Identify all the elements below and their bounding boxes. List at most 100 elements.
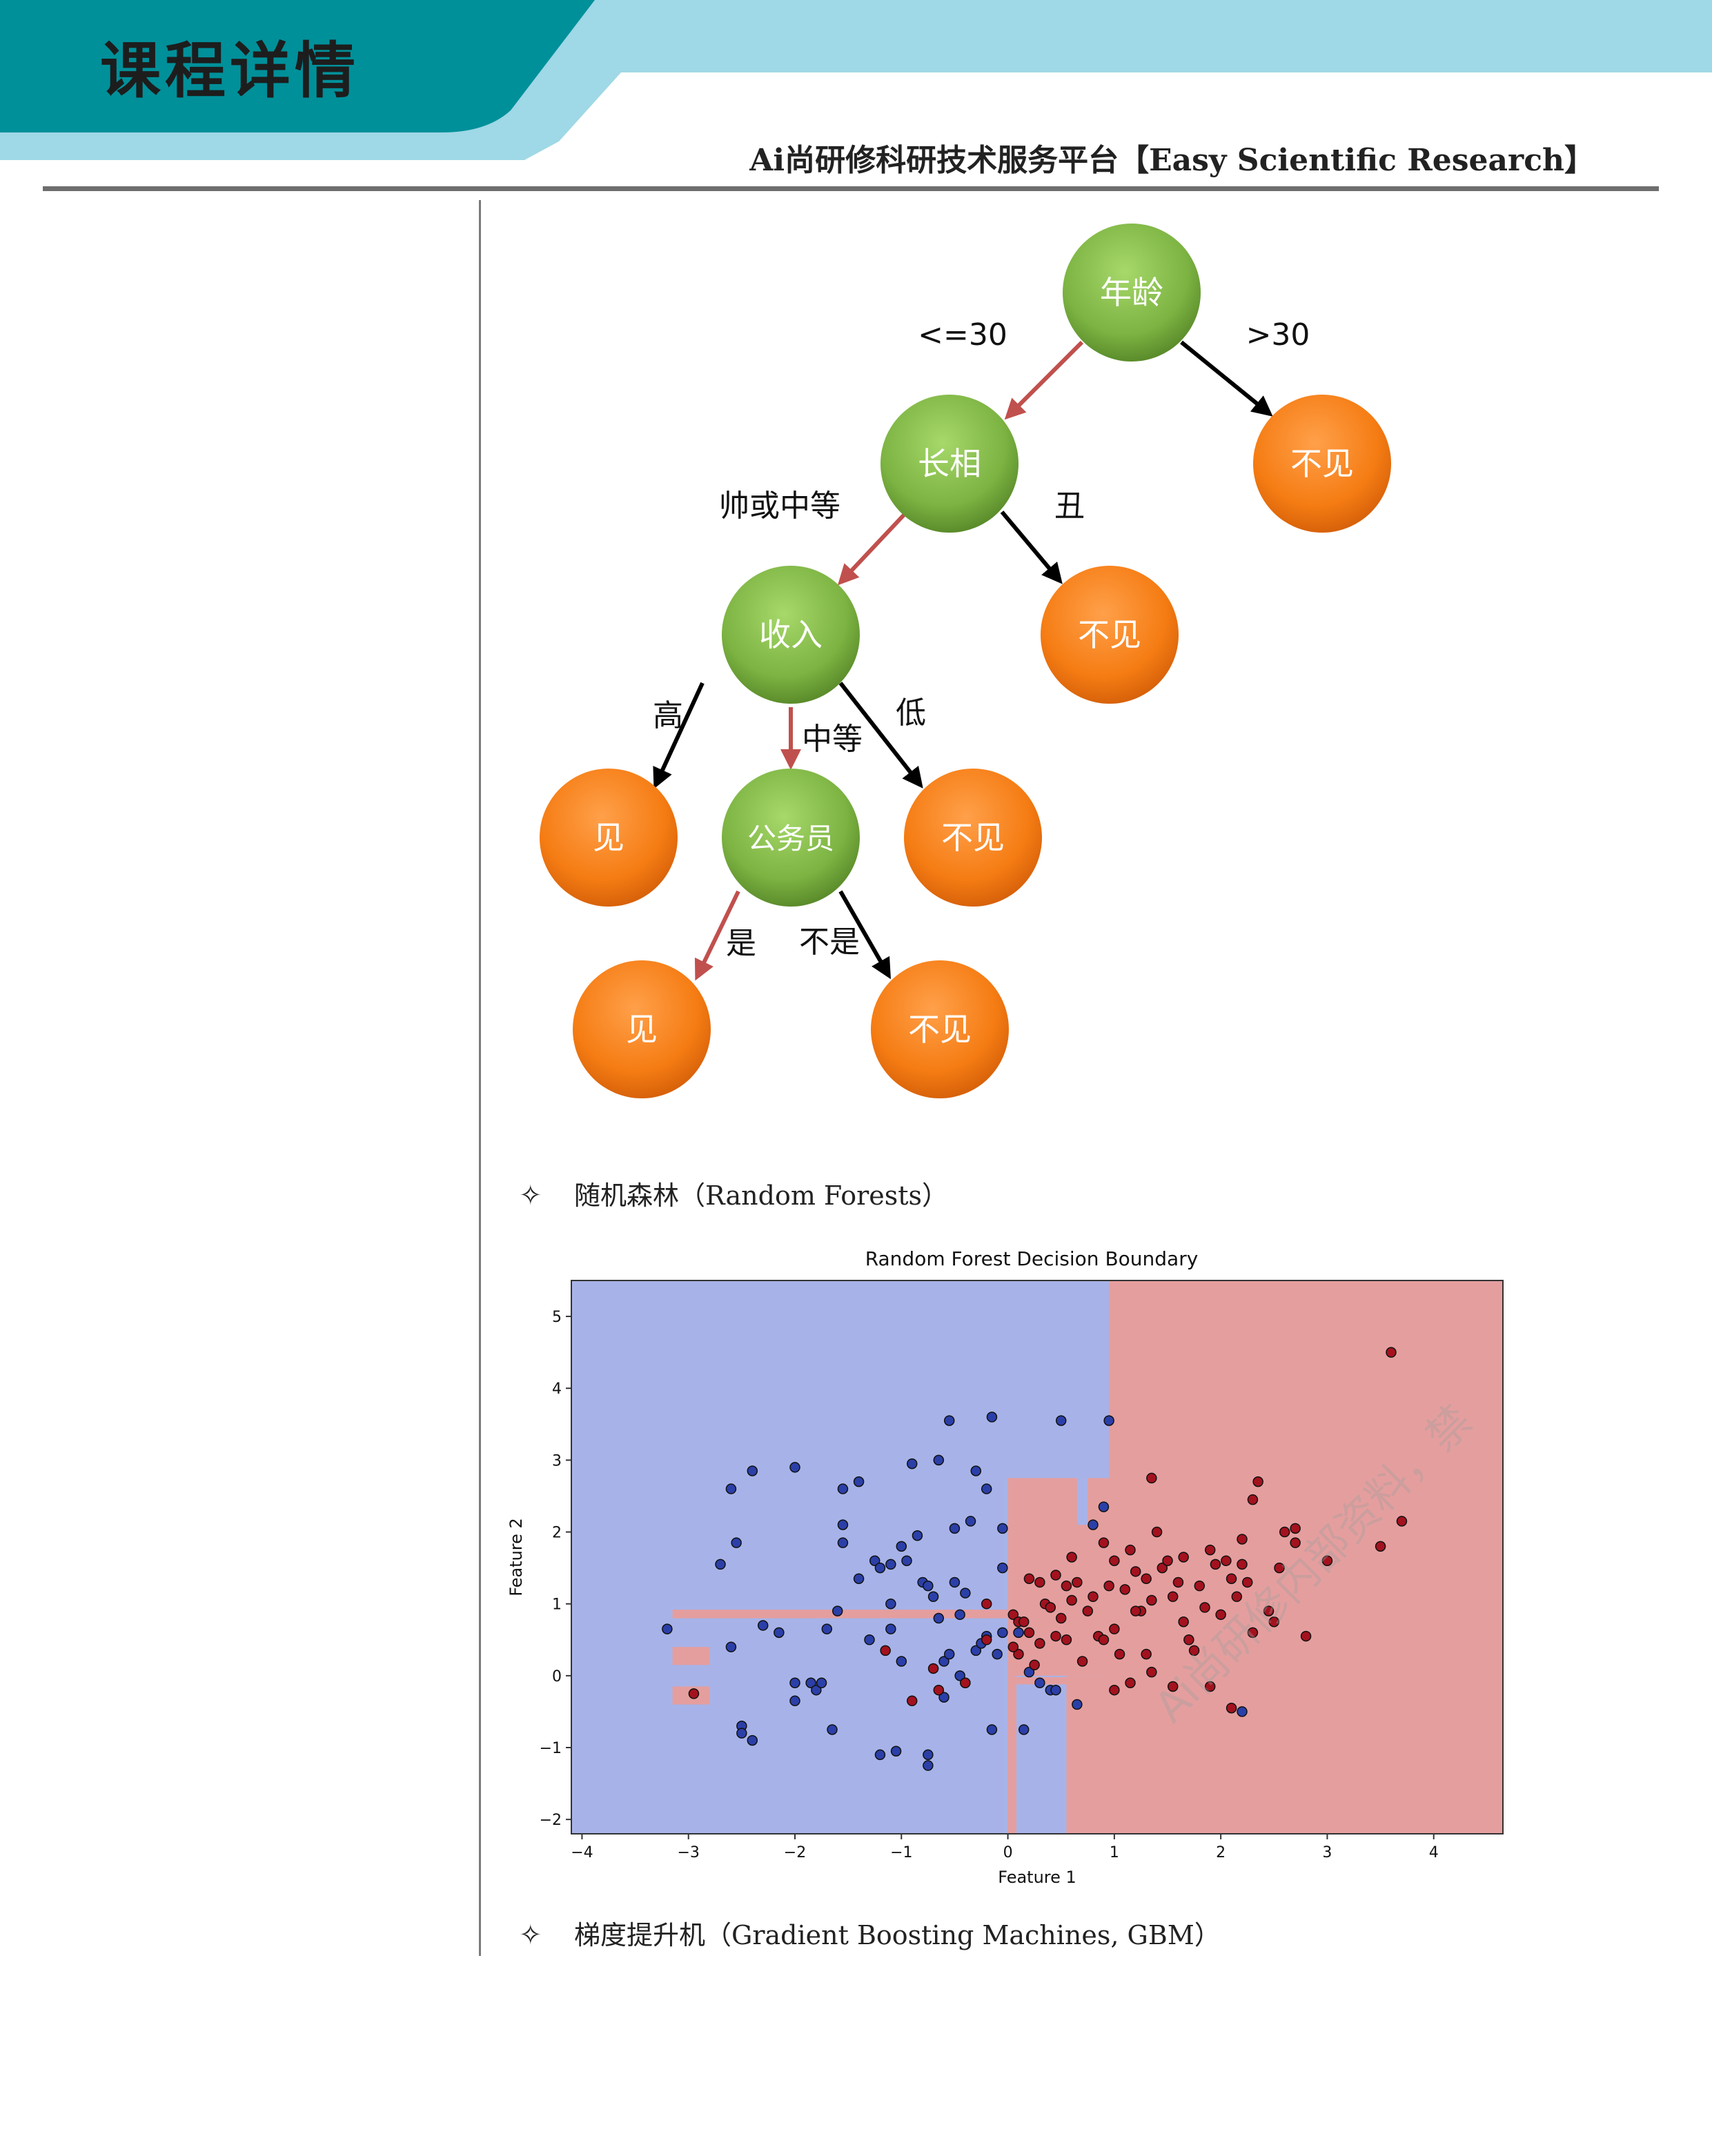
class0-point: [912, 1530, 923, 1541]
class0-point: [1023, 1666, 1035, 1678]
class0-point: [1050, 1684, 1061, 1696]
class0-point: [1098, 1501, 1110, 1512]
class1-point: [1109, 1684, 1120, 1696]
class1-point: [1050, 1630, 1061, 1642]
plot-frame: [571, 1280, 1504, 1834]
edge-label-le30: <=30: [918, 317, 1007, 353]
class0-point: [774, 1627, 785, 1639]
class1-point: [1130, 1605, 1141, 1616]
class1-point: [1125, 1544, 1136, 1556]
class0-point: [970, 1645, 982, 1656]
class1-point: [1141, 1648, 1152, 1660]
class0-point: [662, 1623, 673, 1634]
class1-point: [1013, 1648, 1024, 1660]
class0-point: [874, 1749, 886, 1761]
class1-point: [1386, 1347, 1397, 1358]
class0-point: [923, 1760, 934, 1771]
class1-point: [1103, 1580, 1114, 1592]
y-tick-label: −2: [540, 1812, 562, 1829]
edge-label-handsome: 帅或中等: [719, 488, 840, 524]
class0-point: [731, 1537, 742, 1548]
edge-income-no: [838, 682, 923, 789]
class1-point: [1247, 1494, 1259, 1505]
class1-point: [1231, 1591, 1243, 1603]
class0-point: [725, 1483, 737, 1494]
section-random-forests: ✧ 随机森林（Random Forests）: [519, 1174, 948, 1212]
y-tick-label: 5: [552, 1309, 562, 1326]
class1-point: [1188, 1645, 1200, 1656]
class0-point: [789, 1695, 800, 1707]
class0-point: [1103, 1415, 1114, 1426]
class0-point: [906, 1458, 918, 1470]
class0-point: [1055, 1415, 1067, 1426]
class1-point: [1109, 1623, 1120, 1634]
class0-point: [933, 1612, 945, 1624]
class1-point: [1061, 1580, 1072, 1592]
edge-income-yes: [653, 682, 705, 789]
class1-point: [933, 1684, 945, 1696]
class1-point: [1007, 1641, 1019, 1652]
class1-point: [1178, 1616, 1189, 1628]
class0-point: [986, 1724, 998, 1735]
region-class1-block-a: [672, 1647, 710, 1665]
scatter-points: [662, 1347, 1408, 1771]
class0-point: [954, 1609, 965, 1621]
class1-point: [981, 1634, 992, 1645]
class0-point: [986, 1412, 998, 1423]
class1-point: [1146, 1472, 1157, 1484]
class1-point: [1172, 1576, 1184, 1588]
diamond-star-icon: ✧: [519, 1919, 542, 1951]
class1-point: [1034, 1638, 1045, 1649]
class0-point: [896, 1541, 907, 1552]
class0-point: [943, 1415, 955, 1426]
page-title: 课程详情: [100, 35, 360, 106]
node-civil-label: 公务员: [747, 822, 834, 856]
class0-point: [837, 1483, 849, 1494]
y-tick-label: 0: [552, 1668, 562, 1685]
class0-point: [997, 1523, 1008, 1534]
class1-point: [927, 1663, 939, 1674]
class0-point: [965, 1516, 976, 1527]
class0-point: [789, 1677, 800, 1689]
class0-point: [933, 1454, 945, 1466]
y-tick-label: −1: [540, 1740, 562, 1757]
node-no-low: 不见: [904, 769, 1042, 907]
x-tick-label: 3: [1322, 1844, 1332, 1861]
x-tick-label: 0: [1003, 1844, 1013, 1861]
class1-point: [1098, 1634, 1110, 1645]
class0-point: [789, 1462, 800, 1473]
class1-point: [1204, 1544, 1216, 1556]
class1-point: [1321, 1555, 1333, 1566]
class1-point: [1076, 1656, 1088, 1667]
node-age-label: 年龄: [1100, 274, 1163, 311]
class1-point: [1061, 1634, 1072, 1645]
node-no-ugly-label: 不见: [1078, 616, 1141, 653]
y-tick-label: 2: [552, 1525, 562, 1542]
node-no-low-label: 不见: [941, 819, 1005, 856]
class1-point: [1178, 1552, 1189, 1563]
class1-point: [1221, 1555, 1232, 1566]
left-margin-rule: [479, 200, 481, 1956]
class0-point: [811, 1684, 822, 1696]
edge-label-ugly: 丑: [1054, 488, 1085, 524]
class0-point: [715, 1559, 726, 1570]
edge-label-is: 是: [726, 926, 756, 961]
class0-point: [832, 1605, 843, 1616]
class0-point: [885, 1559, 896, 1570]
class0-point: [949, 1576, 961, 1588]
chart-title: Random Forest Decision Boundary: [865, 1247, 1199, 1270]
x-tick-label: −4: [571, 1844, 593, 1861]
class1-point: [1045, 1602, 1056, 1613]
class1-point: [1263, 1605, 1275, 1616]
class0-point: [923, 1580, 934, 1592]
header-band: [0, 0, 1712, 160]
edge-age-no: [1180, 340, 1273, 417]
class0-point: [960, 1588, 971, 1599]
class1-point: [1050, 1570, 1061, 1581]
node-income-label: 收入: [759, 616, 823, 653]
class1-point: [1204, 1681, 1216, 1692]
class1-point: [1125, 1677, 1136, 1689]
class0-point: [821, 1623, 833, 1634]
node-no-gt30: 不见: [1253, 395, 1391, 533]
class0-point: [827, 1724, 838, 1735]
